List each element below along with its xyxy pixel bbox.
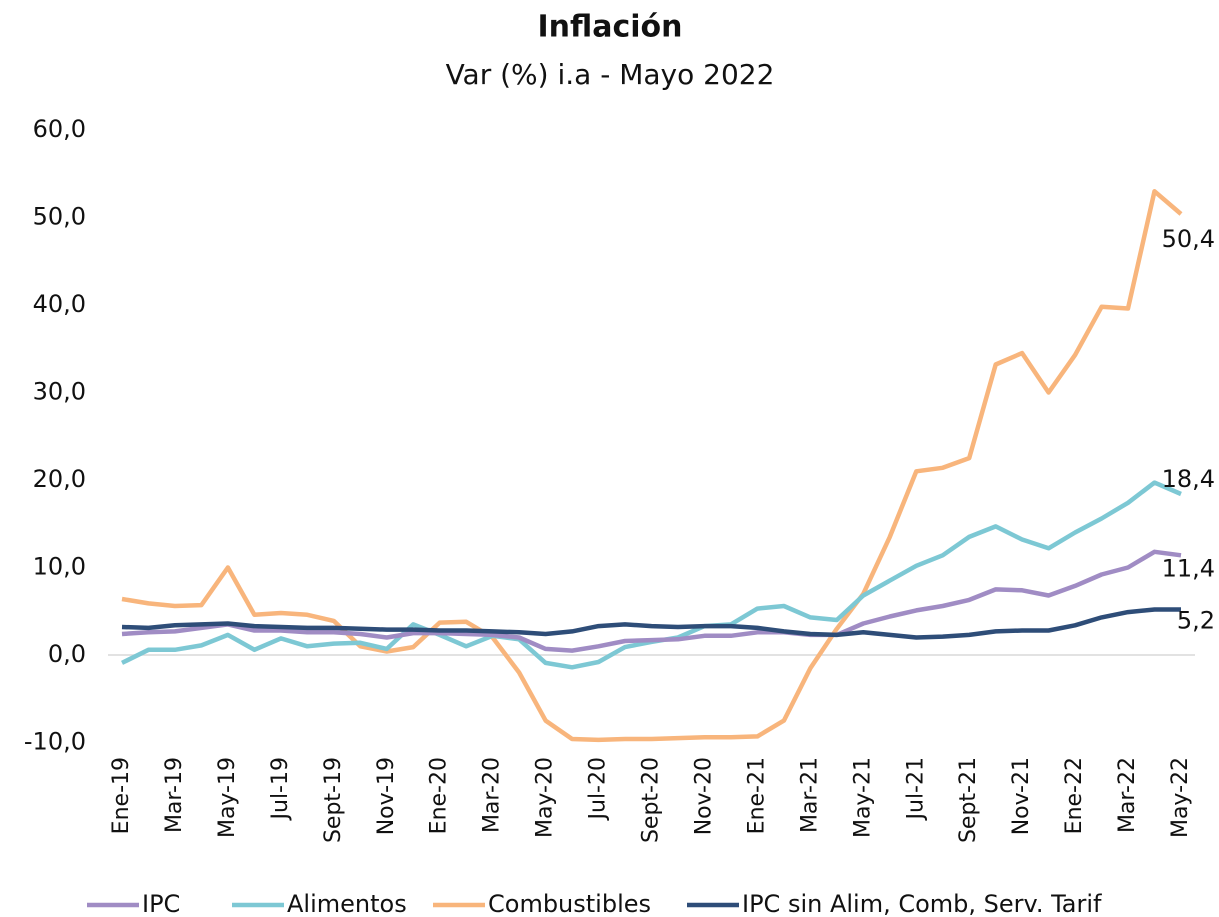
legend-label: IPC sin Alim, Comb, Serv. Tarif (742, 890, 1102, 917)
x-tick-label: Ene-22 (1062, 757, 1087, 834)
x-tick-label: Nov-20 (691, 757, 716, 835)
x-tick-label: Sept-21 (956, 757, 981, 843)
x-tick-label: Ene-20 (427, 757, 452, 834)
legend-label: Alimentos (287, 890, 407, 917)
y-tick-label: 20,0 (33, 465, 86, 493)
x-tick-label: Jul-19 (268, 757, 293, 821)
data-label: 11,4 (1162, 554, 1215, 582)
legend-label: IPC (142, 890, 180, 917)
y-tick-label: 10,0 (33, 553, 86, 581)
x-tick-label: Sept-19 (321, 757, 346, 843)
x-tick-label: Mar-19 (162, 757, 187, 833)
x-tick-label: Jul-21 (903, 757, 928, 821)
y-tick-label: 50,0 (33, 203, 86, 231)
x-tick-label: May-21 (850, 757, 875, 838)
x-tick-label: Jul-20 (586, 757, 611, 821)
x-tick-label: Mar-20 (480, 757, 505, 833)
legend-label: Combustibles (488, 890, 651, 917)
x-tick-label: Nov-21 (1009, 757, 1034, 835)
data-label: 50,4 (1162, 225, 1215, 253)
x-tick-label: Mar-21 (797, 757, 822, 833)
x-tick-label: Mar-22 (1115, 757, 1140, 833)
y-tick-label: 60,0 (33, 115, 86, 143)
x-tick-label: Nov-19 (374, 757, 399, 835)
chart-subtitle: Var (%) i.a - Mayo 2022 (446, 58, 775, 91)
y-tick-label: -10,0 (24, 728, 86, 756)
data-label: 18,4 (1162, 465, 1215, 493)
series-line (122, 552, 1181, 651)
chart: Inflación Var (%) i.a - Mayo 2022 -10,0 0… (0, 0, 1219, 917)
x-tick-label: Sept-20 (639, 757, 664, 843)
data-label: 5,2 (1177, 607, 1215, 635)
chart-title: Inflación (537, 10, 682, 45)
x-tick-label: May-20 (533, 757, 558, 838)
x-tick-label: Ene-21 (744, 757, 769, 834)
series-line (122, 191, 1181, 740)
y-tick-label: 30,0 (33, 378, 86, 406)
y-tick-label: 40,0 (33, 290, 86, 318)
x-tick-label: May-19 (215, 757, 240, 838)
x-tick-label: Ene-19 (109, 757, 134, 834)
x-tick-label: May-22 (1168, 757, 1193, 838)
y-tick-label: 0,0 (48, 640, 86, 668)
